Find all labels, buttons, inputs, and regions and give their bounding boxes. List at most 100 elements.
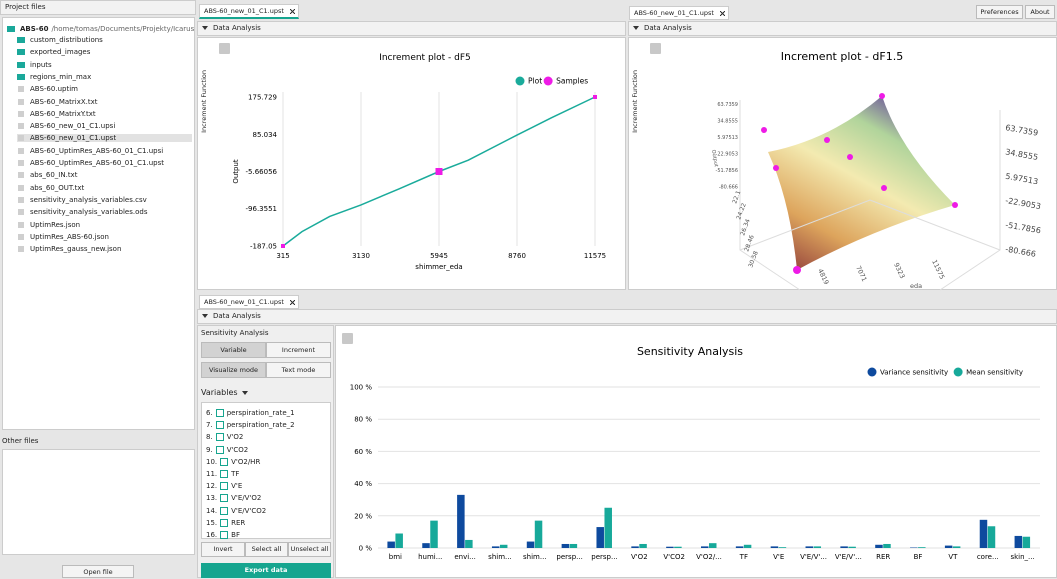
x-tick-label: 3130 bbox=[352, 252, 370, 260]
z-tick-label: 34.8555 bbox=[1005, 147, 1039, 162]
z-tick-label: 5.97513 bbox=[1005, 172, 1039, 187]
bar bbox=[387, 542, 395, 548]
x-tick-label: 11575 bbox=[584, 252, 606, 260]
save-icon[interactable] bbox=[219, 43, 230, 54]
x-tick-label: core... bbox=[977, 553, 999, 561]
z-tick-label: 34.8555 bbox=[717, 119, 738, 125]
marker bbox=[281, 244, 285, 248]
y-tick-label: 40 % bbox=[354, 480, 372, 488]
x-tick-label: V'O2 bbox=[631, 553, 648, 561]
x-tick-label: humi... bbox=[418, 553, 442, 561]
bar bbox=[631, 546, 639, 548]
bar bbox=[430, 521, 438, 548]
bar bbox=[771, 546, 779, 548]
bar bbox=[562, 544, 570, 548]
x-tick-label: V'O2/... bbox=[696, 553, 722, 561]
y-tick-label: -96.3551 bbox=[246, 205, 277, 213]
y-tick-label: 60 % bbox=[354, 448, 372, 456]
z-tick-label: 63.7359 bbox=[1005, 123, 1039, 138]
chart-title: Increment plot - dF1.5 bbox=[781, 50, 903, 63]
bar bbox=[840, 546, 848, 548]
x-tick-label: bmi bbox=[389, 553, 402, 561]
x-tick-label: envi... bbox=[454, 553, 476, 561]
marker bbox=[593, 95, 597, 99]
bar bbox=[848, 547, 856, 548]
bar bbox=[918, 547, 926, 548]
legend-label: Variance sensitivity bbox=[880, 369, 948, 377]
bar bbox=[422, 543, 430, 548]
x-tick-label: persp... bbox=[556, 553, 582, 561]
bar bbox=[457, 495, 465, 548]
bar bbox=[395, 534, 403, 548]
bar bbox=[945, 546, 953, 548]
y-axis-label: Output bbox=[232, 159, 240, 184]
bar bbox=[596, 527, 604, 548]
y-tick-label: 100 % bbox=[350, 384, 373, 392]
x-tick-label: RER bbox=[876, 553, 890, 561]
z-tick-label: 5.97513 bbox=[717, 135, 738, 141]
bar bbox=[535, 521, 543, 548]
legend-label: Plot bbox=[528, 77, 542, 86]
y-tick-label: 80 % bbox=[354, 416, 372, 424]
x-axis-label: eda bbox=[910, 282, 922, 290]
bar bbox=[604, 508, 612, 548]
save-icon[interactable] bbox=[342, 333, 353, 344]
x-tick-label: TF bbox=[739, 553, 748, 561]
legend-label: Mean sensitivity bbox=[966, 369, 1023, 377]
bar bbox=[744, 545, 752, 548]
marker bbox=[436, 168, 443, 175]
bar bbox=[980, 520, 988, 548]
bar bbox=[492, 546, 500, 548]
x-axis-label: shimmer_eda bbox=[415, 263, 462, 271]
y-tick-label: 175.729 bbox=[248, 94, 277, 102]
bar bbox=[666, 547, 674, 548]
x-tick-label: 4819 bbox=[816, 267, 830, 285]
x-tick-label: V'E bbox=[773, 553, 784, 561]
x-tick-label: V'E/V'... bbox=[835, 553, 862, 561]
bar bbox=[701, 546, 709, 548]
x-tick-label: shim... bbox=[488, 553, 512, 561]
legend-swatch bbox=[544, 77, 553, 86]
y-tick-label: 20 % bbox=[354, 512, 372, 520]
z-tick-label: 63.7359 bbox=[717, 102, 738, 108]
z-tick-label: -51.7856 bbox=[716, 168, 738, 174]
bar bbox=[988, 526, 996, 548]
legend-swatch bbox=[954, 368, 963, 377]
legend-swatch bbox=[516, 77, 525, 86]
bar bbox=[465, 540, 473, 548]
x-tick-label: skin_... bbox=[1010, 553, 1034, 561]
bar bbox=[639, 544, 647, 548]
chart-title: Sensitivity Analysis bbox=[637, 345, 743, 358]
y-tick-label: -5.66056 bbox=[246, 168, 278, 176]
z-tick-label: -22.9053 bbox=[1005, 196, 1042, 211]
x-tick-label: BF bbox=[914, 553, 923, 561]
bar bbox=[570, 544, 578, 548]
bar bbox=[1023, 537, 1030, 548]
x-tick-label: 9323 bbox=[892, 261, 906, 279]
bar bbox=[875, 545, 883, 548]
bar bbox=[1015, 536, 1023, 548]
legend-label: Samples bbox=[556, 77, 588, 86]
x-tick-label: VT bbox=[948, 553, 958, 561]
chart-title: Increment plot - dF5 bbox=[379, 53, 471, 63]
x-tick-label: V'CO2 bbox=[663, 553, 685, 561]
bar bbox=[527, 542, 535, 548]
bar bbox=[709, 543, 717, 548]
bar bbox=[779, 547, 787, 548]
x-tick-label: 5945 bbox=[430, 252, 448, 260]
bar bbox=[814, 546, 822, 548]
save-icon[interactable] bbox=[650, 43, 661, 54]
z-tick-label: -22.9053 bbox=[716, 152, 738, 158]
y-tick-label: 0 % bbox=[359, 545, 373, 553]
x-tick-label: persp... bbox=[591, 553, 617, 561]
z-tick-label: -80.666 bbox=[1005, 245, 1037, 259]
x-tick-label: 11575 bbox=[930, 258, 946, 280]
x-tick-label: shim... bbox=[523, 553, 547, 561]
surface bbox=[740, 93, 1000, 290]
z-tick-label: -51.7856 bbox=[1005, 220, 1042, 235]
bar bbox=[500, 545, 508, 548]
x-tick-label: V'E/V'... bbox=[800, 553, 827, 561]
x-tick-label: 8760 bbox=[508, 252, 526, 260]
